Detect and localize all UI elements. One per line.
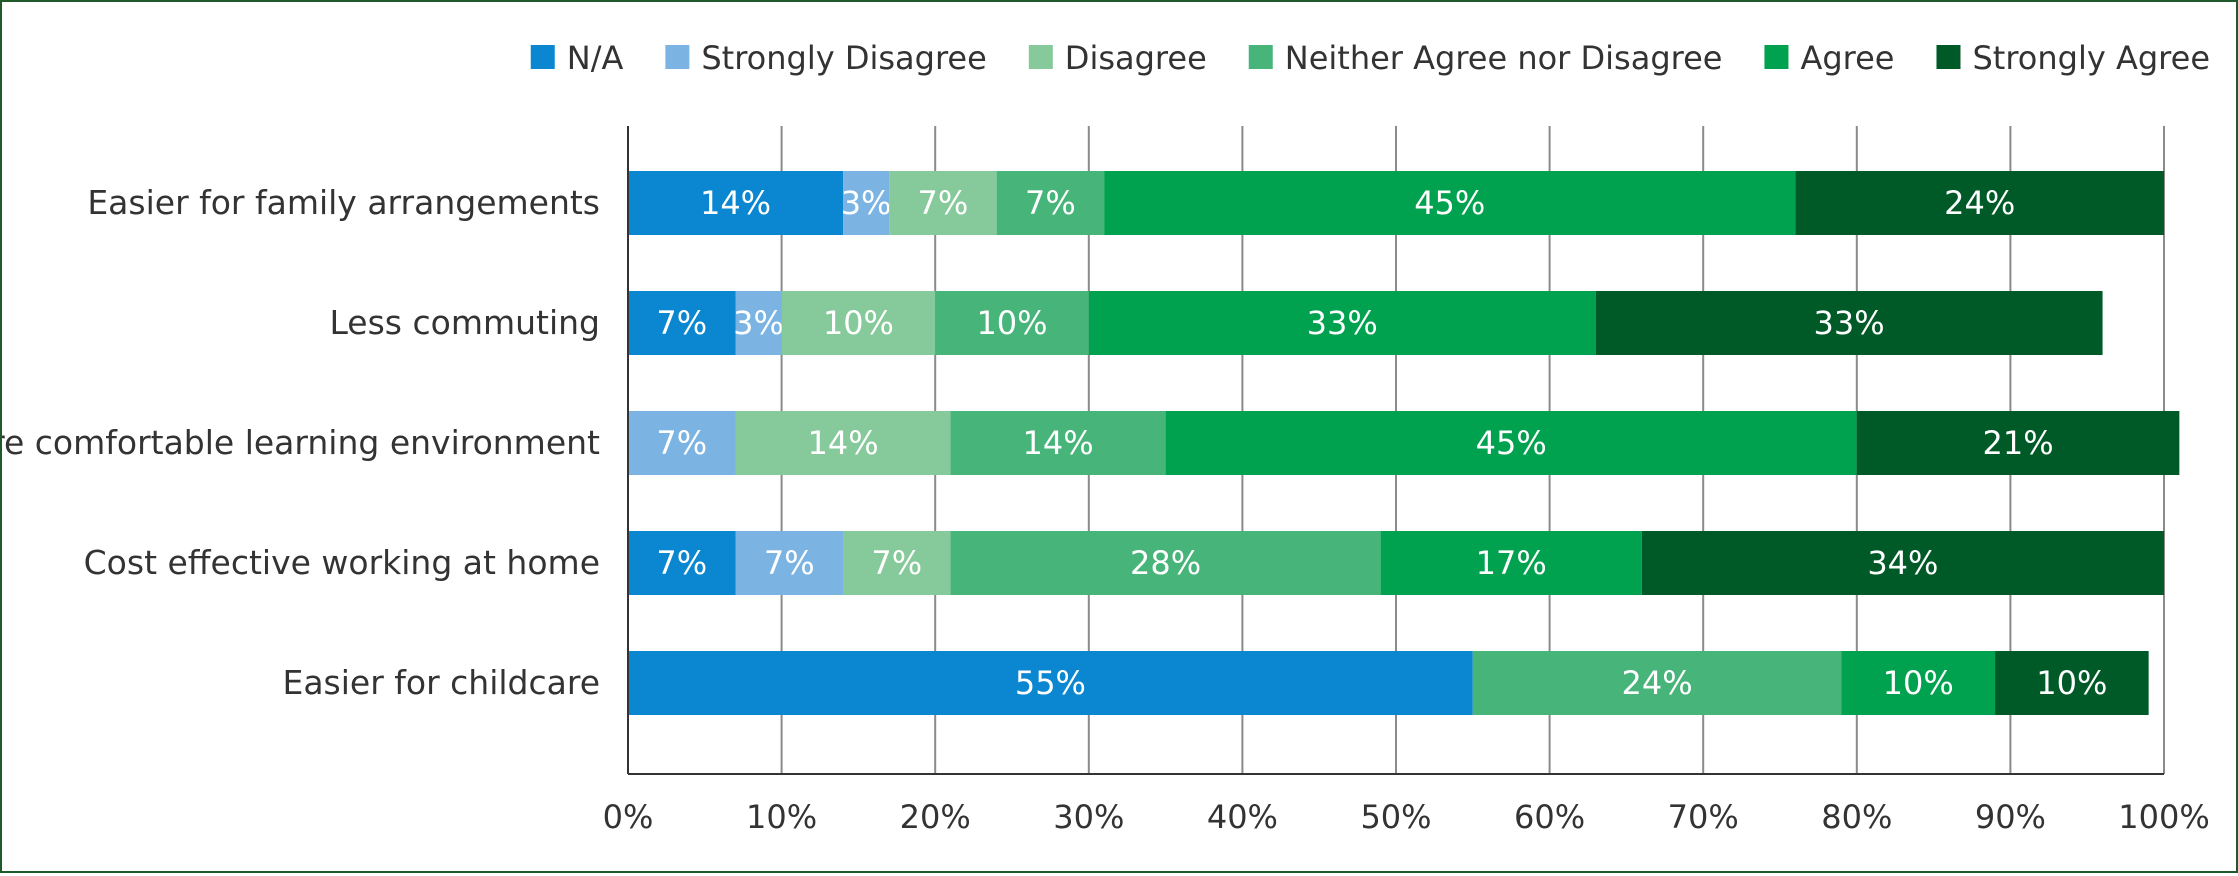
category-label: Cost effective working at home [84, 543, 600, 582]
legend-swatch [530, 45, 555, 69]
data-label: 3% [841, 184, 892, 222]
bar-segment-strongly-agree [1641, 531, 2164, 595]
legend-swatch [665, 45, 690, 69]
data-label: 33% [1814, 304, 1885, 342]
bar-segment-neither-agree-nor-disagree [950, 531, 1381, 595]
bar-segment-agree [1380, 531, 1642, 595]
bar-segment-agree [1165, 411, 1857, 475]
data-label: 10% [1883, 664, 1954, 702]
data-label: 10% [823, 304, 894, 342]
legend-item-strongly-disagree: Strongly Disagree [665, 39, 987, 77]
bar-segment-strongly-disagree [628, 411, 736, 475]
data-label: 7% [656, 544, 707, 582]
bar-segment-neither-agree-nor-disagree [996, 171, 1105, 235]
legend-item-disagree: Disagree [1028, 39, 1207, 77]
bar-segment-strongly-agree [1995, 651, 2149, 715]
x-tick-label: 30% [1053, 798, 1124, 836]
x-tick-label: 0% [603, 798, 654, 836]
bar-segment-disagree [843, 531, 951, 595]
category-label: Easier for family arrangements [87, 183, 600, 222]
bar-segment-strongly-agree [1595, 291, 2103, 355]
x-tick-labels: 0% 10% 20% 30% 40% 50% 60% 70% 80% 90% 100% [603, 798, 2210, 836]
bar-segment-strongly-disagree [843, 171, 890, 235]
data-label: 7% [656, 424, 707, 462]
x-tick-label: 90% [1975, 798, 2046, 836]
data-label: 33% [1307, 304, 1378, 342]
data-label: 7% [917, 184, 968, 222]
legend-swatch [1028, 45, 1053, 69]
legend-label: Disagree [1065, 39, 1207, 77]
legend-swatch [1248, 45, 1273, 69]
legend-label: Strongly Disagree [701, 39, 986, 77]
bar-segment-disagree [889, 171, 997, 235]
bar-segment-n-a [628, 171, 844, 235]
x-tick-label: 10% [746, 798, 817, 836]
x-tick-label: 80% [1821, 798, 1892, 836]
legend-label: Agree [1800, 39, 1894, 77]
bar-segment-strongly-agree [1795, 171, 2164, 235]
bar-segment-n-a [628, 651, 1473, 715]
bar-segment-strongly-disagree [735, 531, 844, 595]
bar-segment-neither-agree-nor-disagree [950, 411, 1166, 475]
bar-segment-neither-agree-nor-disagree [1472, 651, 1842, 715]
legend: N/A Strongly Disagree Disagree Neither Agre… [530, 39, 2210, 77]
data-label: 45% [1414, 184, 1485, 222]
category-labels: Easier for family arrangements Less commu… [0, 183, 601, 702]
legend-item-neither-agree-nor-disagree: Neither Agree nor Disagree [1248, 39, 1723, 77]
axes [627, 126, 2164, 775]
data-label: 17% [1476, 544, 1547, 582]
data-label: 7% [1025, 184, 1076, 222]
x-tick-label: 60% [1514, 798, 1585, 836]
legend-item-n-a: N/A [530, 39, 624, 77]
legend-swatch [1936, 45, 1961, 69]
data-label: 24% [1944, 184, 2015, 222]
data-label: 3% [733, 304, 784, 342]
bar-segment-agree [1841, 651, 1996, 715]
legend-item-strongly-agree: Strongly Agree [1936, 39, 2210, 77]
x-tick-label: 100% [2118, 798, 2209, 836]
data-label: 10% [2036, 664, 2107, 702]
bar-segment-n-a [628, 291, 736, 355]
x-tick-label: 70% [1668, 798, 1739, 836]
category-label: More comfortable learning environment [2, 423, 600, 462]
legend-item-agree: Agree [1764, 39, 1894, 77]
bar-segment-neither-agree-nor-disagree [935, 291, 1089, 355]
data-label: 14% [700, 184, 771, 222]
x-tick-label: 50% [1360, 798, 1431, 836]
x-tick-label: 20% [900, 798, 971, 836]
bar-segment-disagree [781, 291, 936, 355]
data-label: 28% [1130, 544, 1201, 582]
data-label: 24% [1622, 664, 1693, 702]
data-label: 45% [1476, 424, 1547, 462]
bars: 14% 3% 7% 7% 45% 24% 7% 3% 10% 10% 33% 33% 7% 14% 14% 4… [628, 171, 2180, 715]
data-label: 10% [976, 304, 1047, 342]
data-label: 14% [807, 424, 878, 462]
bar-segment-agree [1104, 171, 1796, 235]
data-label: 7% [871, 544, 922, 582]
legend-label: Neither Agree nor Disagree [1285, 39, 1723, 77]
legend-swatch [1764, 45, 1789, 69]
x-tick-label: 40% [1207, 798, 1278, 836]
bar-segment-disagree [735, 411, 951, 475]
bar-segment-strongly-disagree [735, 291, 782, 355]
bar-segment-strongly-agree [1856, 411, 2180, 475]
data-label: 55% [1015, 664, 1086, 702]
data-label: 7% [656, 304, 707, 342]
legend-label: N/A [567, 39, 624, 77]
data-label: 21% [1983, 424, 2054, 462]
data-label: 14% [1023, 424, 1094, 462]
bar-segment-agree [1088, 291, 1596, 355]
data-label: 34% [1867, 544, 1938, 582]
bar-segment-n-a [628, 531, 736, 595]
legend-label: Strongly Agree [1972, 39, 2210, 77]
category-label: Less commuting [330, 303, 601, 342]
data-label: 7% [764, 544, 815, 582]
category-label: Easier for childcare [282, 663, 600, 702]
